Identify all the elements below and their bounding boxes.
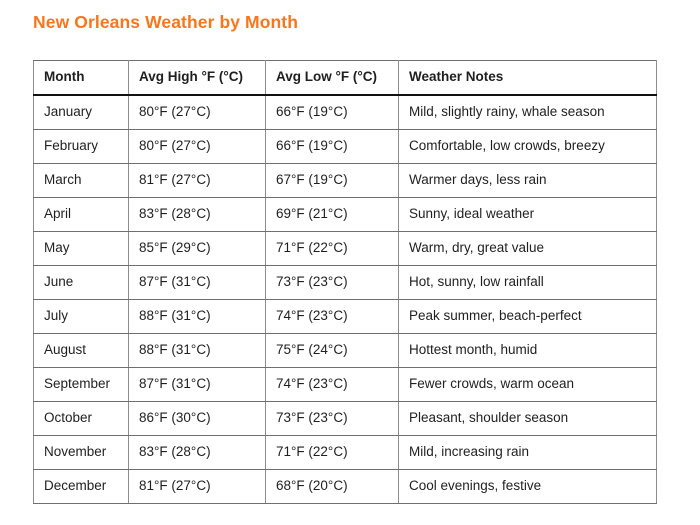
cell-month: March bbox=[33, 163, 129, 198]
cell-avg-high: 88°F (31°C) bbox=[128, 333, 266, 368]
cell-month: July bbox=[33, 299, 129, 334]
cell-month: November bbox=[33, 435, 129, 470]
table-row: March 81°F (27°C) 67°F (19°C) Warmer days, … bbox=[33, 163, 657, 198]
cell-month: October bbox=[33, 401, 129, 436]
cell-notes: Sunny, ideal weather bbox=[398, 197, 657, 232]
cell-avg-low: 75°F (24°C) bbox=[265, 333, 399, 368]
cell-notes: Pleasant, shoulder season bbox=[398, 401, 657, 436]
table-row: August 88°F (31°C) 75°F (24°C) Hottest mont… bbox=[33, 333, 657, 368]
cell-notes: Comfortable, low crowds, breezy bbox=[398, 129, 657, 164]
cell-notes: Warmer days, less rain bbox=[398, 163, 657, 198]
table-row: June 87°F (31°C) 73°F (23°C) Hot, sunny, lo… bbox=[33, 265, 657, 300]
cell-avg-low: 71°F (22°C) bbox=[265, 435, 399, 470]
table-row: September 87°F (31°C) 74°F (23°C) Fewer cro… bbox=[33, 367, 657, 402]
cell-avg-low: 66°F (19°C) bbox=[265, 94, 399, 130]
cell-avg-high: 83°F (28°C) bbox=[128, 197, 266, 232]
cell-avg-low: 68°F (20°C) bbox=[265, 469, 399, 504]
cell-notes: Fewer crowds, warm ocean bbox=[398, 367, 657, 402]
cell-avg-high: 81°F (27°C) bbox=[128, 469, 266, 504]
cell-avg-low: 67°F (19°C) bbox=[265, 163, 399, 198]
cell-notes: Peak summer, beach-perfect bbox=[398, 299, 657, 334]
cell-notes: Hot, sunny, low rainfall bbox=[398, 265, 657, 300]
cell-month: January bbox=[33, 94, 129, 130]
header-notes: Weather Notes bbox=[398, 60, 657, 96]
table-row: December 81°F (27°C) 68°F (20°C) Cool eveni… bbox=[33, 469, 657, 504]
cell-notes: Mild, increasing rain bbox=[398, 435, 657, 470]
cell-avg-high: 83°F (28°C) bbox=[128, 435, 266, 470]
table-row: May 85°F (29°C) 71°F (22°C) Warm, dry, grea… bbox=[33, 231, 657, 266]
header-row: Month Avg High °F (°C) Avg Low °F (°C) W… bbox=[33, 60, 657, 96]
cell-month: June bbox=[33, 265, 129, 300]
cell-avg-low: 71°F (22°C) bbox=[265, 231, 399, 266]
cell-avg-high: 88°F (31°C) bbox=[128, 299, 266, 334]
cell-month: August bbox=[33, 333, 129, 368]
table-row: October 86°F (30°C) 73°F (23°C) Pleasant, s… bbox=[33, 401, 657, 436]
cell-month: December bbox=[33, 469, 129, 504]
table-row: February 80°F (27°C) 66°F (19°C) Comfortabl… bbox=[33, 129, 657, 164]
cell-avg-high: 80°F (27°C) bbox=[128, 129, 266, 164]
cell-month: February bbox=[33, 129, 129, 164]
cell-avg-high: 86°F (30°C) bbox=[128, 401, 266, 436]
table-row: April 83°F (28°C) 69°F (21°C) Sunny, ideal … bbox=[33, 197, 657, 232]
cell-avg-low: 66°F (19°C) bbox=[265, 129, 399, 164]
cell-notes: Mild, slightly rainy, whale season bbox=[398, 94, 657, 130]
cell-notes: Cool evenings, festive bbox=[398, 469, 657, 504]
cell-month: September bbox=[33, 367, 129, 402]
cell-month: May bbox=[33, 231, 129, 266]
weather-table: Month Avg High °F (°C) Avg Low °F (°C) W… bbox=[33, 60, 657, 504]
cell-avg-high: 80°F (27°C) bbox=[128, 94, 266, 130]
table-row: November 83°F (28°C) 71°F (22°C) Mild, incr… bbox=[33, 435, 657, 470]
header-avg-low: Avg Low °F (°C) bbox=[265, 60, 399, 96]
cell-avg-low: 73°F (23°C) bbox=[265, 265, 399, 300]
table-body: January 80°F (27°C) 66°F (19°C) Mild, sligh… bbox=[33, 94, 657, 504]
table-row: July 88°F (31°C) 74°F (23°C) Peak summer, b… bbox=[33, 299, 657, 334]
cell-avg-low: 74°F (23°C) bbox=[265, 299, 399, 334]
header-month: Month bbox=[33, 60, 129, 96]
cell-avg-high: 87°F (31°C) bbox=[128, 265, 266, 300]
header-avg-high: Avg High °F (°C) bbox=[128, 60, 266, 96]
cell-avg-high: 85°F (29°C) bbox=[128, 231, 266, 266]
table-row: January 80°F (27°C) 66°F (19°C) Mild, sligh… bbox=[33, 94, 657, 130]
cell-avg-low: 69°F (21°C) bbox=[265, 197, 399, 232]
cell-avg-high: 81°F (27°C) bbox=[128, 163, 266, 198]
page-title: New Orleans Weather by Month bbox=[33, 12, 299, 32]
cell-notes: Warm, dry, great value bbox=[398, 231, 657, 266]
table-header: Month Avg High °F (°C) Avg Low °F (°C) W… bbox=[33, 60, 657, 96]
cell-avg-low: 73°F (23°C) bbox=[265, 401, 399, 436]
cell-avg-low: 74°F (23°C) bbox=[265, 367, 399, 402]
cell-month: April bbox=[33, 197, 129, 232]
cell-notes: Hottest month, humid bbox=[398, 333, 657, 368]
cell-avg-high: 87°F (31°C) bbox=[128, 367, 266, 402]
